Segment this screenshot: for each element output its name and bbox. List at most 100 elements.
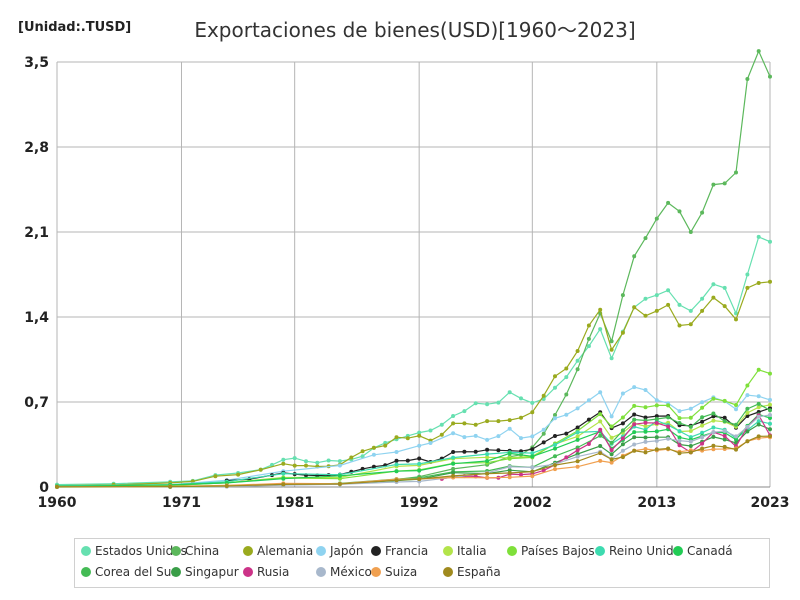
data-point xyxy=(700,308,705,313)
data-point xyxy=(451,470,456,475)
data-point xyxy=(688,439,693,444)
legend: Estados Unidos China Alemania Japón Francia I… xyxy=(74,538,770,588)
data-point xyxy=(711,182,716,187)
data-point xyxy=(598,451,603,456)
data-point xyxy=(745,77,750,81)
data-point xyxy=(337,482,342,486)
data-point xyxy=(519,396,523,401)
data-point xyxy=(666,302,671,307)
legend-item[interactable]: Singapur xyxy=(171,565,239,579)
data-point xyxy=(462,409,467,414)
x-tick-label: 2023 xyxy=(751,495,790,511)
data-point xyxy=(666,436,671,441)
legend-swatch xyxy=(171,546,181,556)
legend-item[interactable]: Reino Unido xyxy=(595,544,681,558)
legend-item[interactable]: México xyxy=(316,565,372,579)
legend-item[interactable]: Japón xyxy=(316,544,363,558)
data-point xyxy=(337,476,342,481)
data-point xyxy=(304,463,308,468)
data-point xyxy=(326,458,331,463)
data-point xyxy=(643,424,648,429)
legend-item[interactable]: Países Bajos xyxy=(507,544,595,558)
data-point xyxy=(485,402,490,407)
y-tick-label: 1,4 xyxy=(24,310,49,326)
data-point xyxy=(451,466,456,471)
x-tick-label: 2002 xyxy=(513,495,552,511)
legend-item[interactable]: China xyxy=(171,544,219,558)
data-point xyxy=(734,317,738,322)
data-point xyxy=(519,472,523,477)
data-point xyxy=(722,181,727,186)
data-point xyxy=(417,433,422,438)
series-line xyxy=(56,369,771,488)
data-point xyxy=(417,430,422,435)
data-point xyxy=(575,406,580,411)
data-point xyxy=(575,459,580,464)
data-point xyxy=(236,472,241,477)
legend-item[interactable]: Canadá xyxy=(673,544,733,558)
data-point xyxy=(745,410,750,415)
data-point xyxy=(541,440,546,445)
data-point xyxy=(598,307,603,312)
data-point xyxy=(564,375,569,380)
data-point xyxy=(654,421,659,425)
data-point xyxy=(700,430,705,435)
data-point xyxy=(745,272,750,277)
data-point xyxy=(553,442,557,447)
legend-item[interactable]: Estados Unidos xyxy=(81,544,187,558)
data-point xyxy=(768,239,772,244)
data-point xyxy=(666,200,671,205)
legend-item[interactable]: Francia xyxy=(371,544,428,558)
x-tick-label: 1992 xyxy=(400,495,439,511)
data-point xyxy=(711,411,716,416)
data-point xyxy=(632,305,637,310)
data-point xyxy=(564,392,569,397)
data-point xyxy=(337,459,342,464)
data-point xyxy=(711,396,716,401)
x-tick-label: 1960 xyxy=(38,495,77,511)
data-point xyxy=(575,448,580,453)
legend-item[interactable]: Suiza xyxy=(371,565,417,579)
legend-swatch xyxy=(673,546,683,556)
data-point xyxy=(485,452,490,457)
data-point xyxy=(711,434,716,439)
data-point xyxy=(677,416,682,421)
data-point xyxy=(654,293,659,298)
data-point xyxy=(598,412,603,417)
data-point xyxy=(734,407,738,412)
data-point xyxy=(553,434,557,438)
legend-item[interactable]: Alemania xyxy=(243,544,313,558)
data-point xyxy=(734,422,738,427)
legend-item[interactable]: España xyxy=(443,565,501,579)
data-point xyxy=(394,458,399,463)
data-point xyxy=(643,429,648,434)
data-point xyxy=(711,414,716,419)
data-point xyxy=(575,464,580,469)
data-point xyxy=(654,429,659,434)
data-point xyxy=(530,469,535,474)
data-point xyxy=(451,431,456,436)
data-point xyxy=(700,296,705,301)
data-point xyxy=(643,415,648,420)
legend-swatch xyxy=(443,546,453,556)
data-point xyxy=(722,429,727,433)
data-point xyxy=(530,451,535,456)
data-point xyxy=(496,434,501,439)
data-point xyxy=(507,390,512,395)
data-point xyxy=(371,445,376,450)
data-point xyxy=(530,434,535,439)
data-point xyxy=(677,409,682,414)
data-point xyxy=(768,421,772,426)
series-line xyxy=(56,236,771,486)
data-point xyxy=(768,371,772,376)
data-point xyxy=(507,475,512,480)
legend-item[interactable]: Italia xyxy=(443,544,487,558)
data-point xyxy=(337,473,342,478)
data-point xyxy=(281,461,286,466)
data-point xyxy=(722,434,727,438)
data-point xyxy=(768,434,772,439)
legend-item[interactable]: Rusia xyxy=(243,565,289,579)
legend-item[interactable]: Corea del Sur xyxy=(81,565,176,579)
data-point xyxy=(485,459,490,463)
data-point xyxy=(632,403,637,408)
